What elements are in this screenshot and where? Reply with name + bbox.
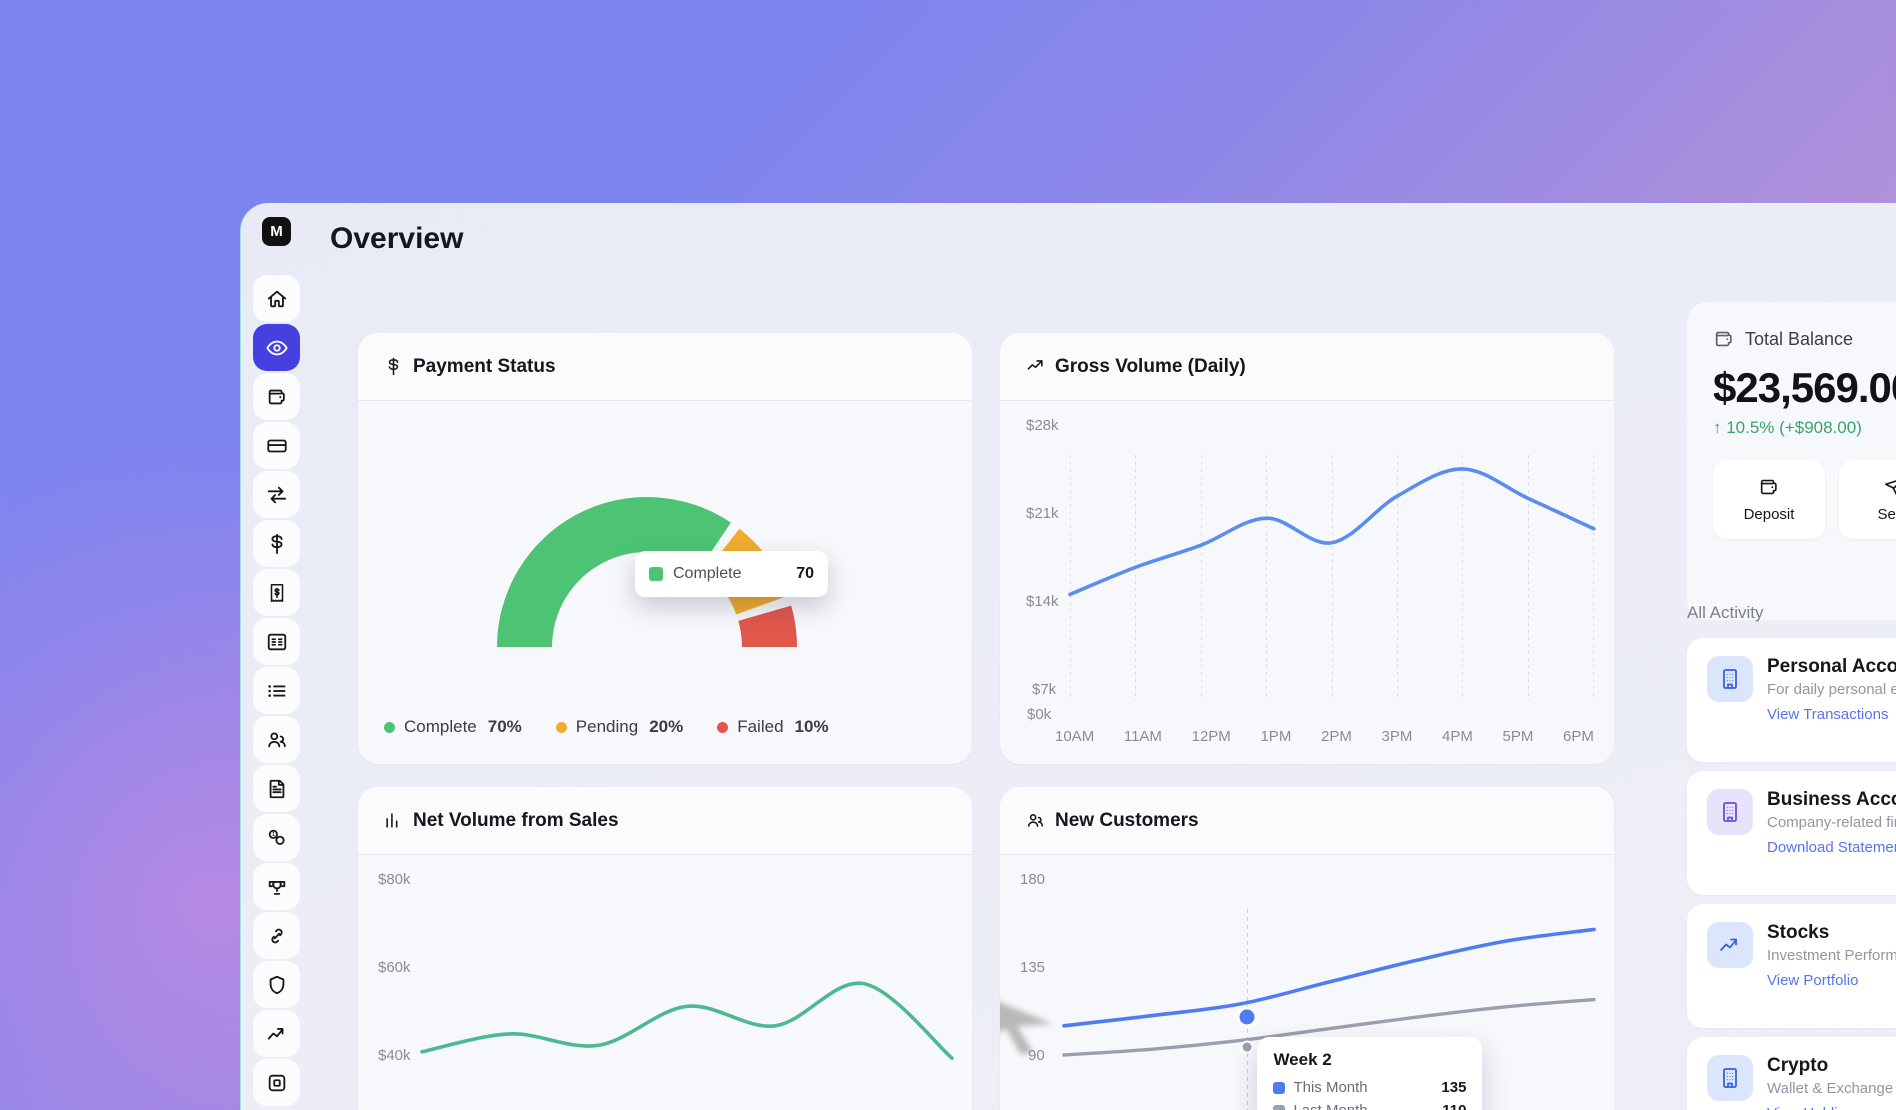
svg-text:1: 1 — [272, 831, 275, 837]
